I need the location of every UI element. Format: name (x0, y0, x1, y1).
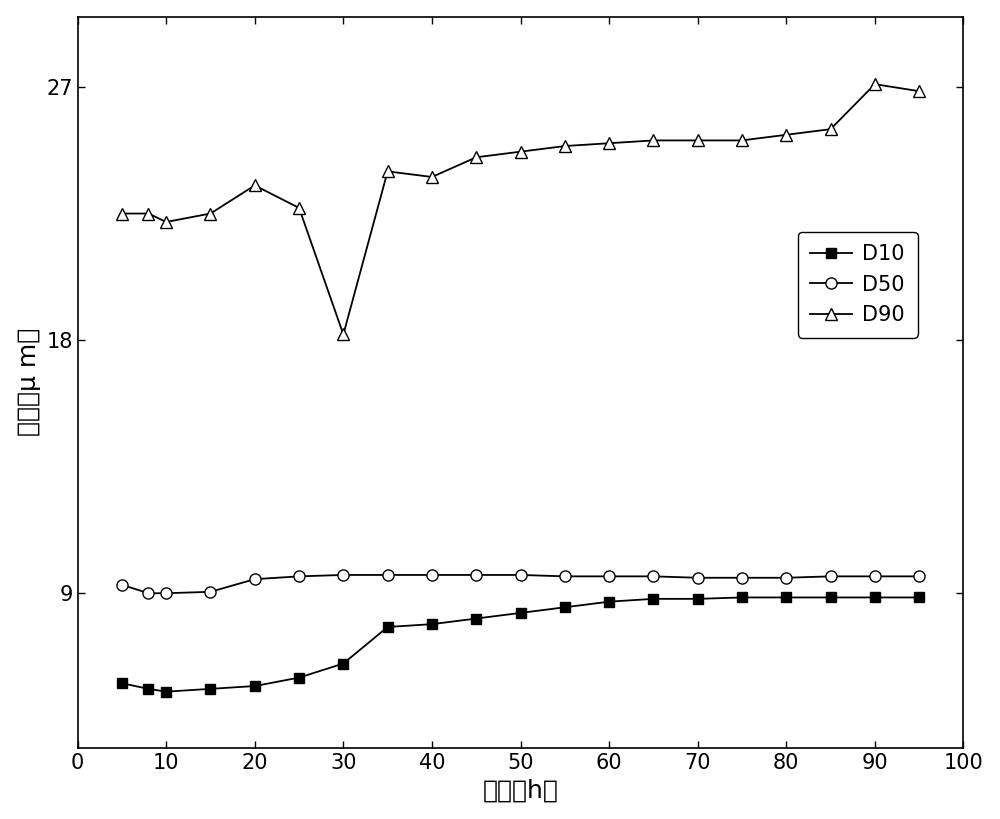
D50 (515, 570, 527, 580)
D10 (382, 622, 394, 632)
D50 (142, 588, 154, 598)
D50 (825, 572, 837, 581)
D90 (603, 138, 615, 148)
D10 (913, 592, 925, 602)
D50 (426, 570, 438, 580)
Line: D90: D90 (116, 79, 925, 340)
D10 (825, 592, 837, 602)
D10 (780, 592, 792, 602)
D90 (142, 209, 154, 219)
D50 (559, 572, 571, 581)
D50 (382, 570, 394, 580)
D50 (780, 572, 792, 582)
D10 (692, 594, 704, 604)
Line: D10: D10 (117, 593, 924, 696)
D10 (116, 678, 128, 688)
D90 (515, 147, 527, 156)
D10 (647, 594, 659, 604)
Legend: D10, D50, D90: D10, D50, D90 (798, 232, 918, 337)
D90 (116, 209, 128, 219)
Line: D50: D50 (116, 569, 925, 599)
D10 (470, 613, 482, 623)
D90 (647, 135, 659, 145)
X-axis label: 时间（h）: 时间（h） (483, 778, 558, 803)
D50 (116, 580, 128, 590)
D10 (559, 603, 571, 613)
D10 (249, 681, 261, 691)
D90 (692, 135, 704, 145)
D90 (249, 180, 261, 190)
D90 (337, 329, 349, 339)
D50 (736, 572, 748, 582)
D90 (780, 130, 792, 140)
D90 (736, 135, 748, 145)
D90 (869, 79, 881, 89)
D50 (160, 588, 172, 598)
D10 (142, 684, 154, 694)
D50 (692, 572, 704, 582)
D50 (337, 570, 349, 580)
D50 (204, 587, 216, 597)
D50 (293, 572, 305, 581)
D50 (869, 572, 881, 581)
D90 (160, 217, 172, 227)
D10 (160, 687, 172, 697)
D50 (603, 572, 615, 581)
D90 (470, 152, 482, 162)
D10 (426, 619, 438, 629)
D10 (736, 592, 748, 602)
D90 (204, 209, 216, 219)
D90 (426, 172, 438, 182)
D10 (869, 592, 881, 602)
D50 (470, 570, 482, 580)
D90 (293, 203, 305, 213)
D90 (382, 166, 394, 176)
D10 (515, 608, 527, 618)
D90 (913, 86, 925, 96)
D10 (204, 684, 216, 694)
D10 (603, 597, 615, 607)
D50 (913, 572, 925, 581)
D50 (249, 574, 261, 584)
D90 (559, 141, 571, 151)
D10 (293, 672, 305, 682)
D50 (647, 572, 659, 581)
D10 (337, 658, 349, 668)
Y-axis label: 粒径（μ m）: 粒径（μ m） (17, 328, 41, 437)
D90 (825, 124, 837, 134)
